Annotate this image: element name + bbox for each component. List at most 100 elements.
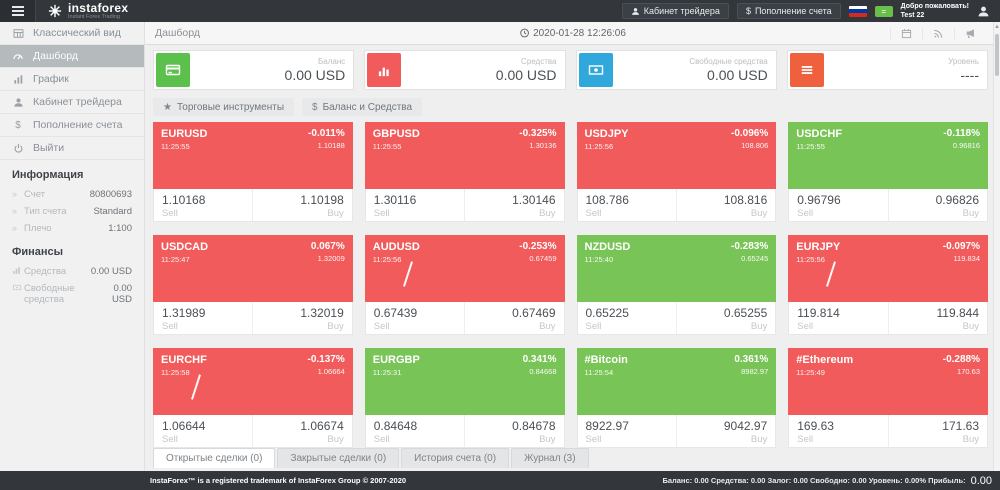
banknote-icon [12, 283, 24, 292]
main-content: Дашборд 2020-01-28 12:26:06 [145, 22, 1000, 471]
account-avatar-icon[interactable] [977, 5, 990, 18]
info-row-leverage: » Плечо 1:100 [12, 223, 132, 234]
buy-label: Buy [327, 434, 344, 445]
instrument-quote-time: 11:25:56 [584, 142, 614, 151]
buy-button[interactable]: 1.10198 Buy [252, 189, 351, 221]
instrument-tile-footer: 108.786 Sell 108.816 Buy [576, 189, 777, 222]
rss-icon[interactable] [922, 27, 954, 39]
instrument-quote-time: 11:25:31 [372, 368, 402, 377]
mini-chart-icon [12, 266, 24, 275]
tab-account-history[interactable]: История счета (0) [401, 448, 510, 468]
sell-button[interactable]: 1.30116 Sell [366, 189, 464, 221]
buy-button[interactable]: 1.30146 Buy [464, 189, 563, 221]
instrument-tile[interactable]: EURUSD 11:25:55 -0.011% 1.10188 1.10168 [153, 122, 353, 222]
instrument-tile-footer: 1.10168 Sell 1.10198 Buy [153, 189, 353, 222]
trader-cabinet-button[interactable]: Кабинет трейдера [621, 3, 729, 19]
instrument-tile[interactable]: USDJPY 11:25:56 -0.096% 108.806 108.786 [576, 122, 777, 222]
scrollbar-thumb[interactable] [995, 34, 999, 76]
instrument-last-price: 119.834 [953, 254, 980, 263]
sell-button[interactable]: 1.10168 Sell [154, 189, 252, 221]
instrument-tile[interactable]: AUDUSD 11:25:56 -0.253% 0.67459 0.67439 [364, 235, 565, 335]
instrument-tile[interactable]: EURJPY 11:25:56 -0.097% 119.834 119.814 [788, 235, 988, 335]
buy-button[interactable]: 0.84678 Buy [464, 415, 563, 447]
equity-card[interactable]: Средства 0.00 USD [364, 50, 566, 90]
instrument-last-price: 170.63 [957, 367, 980, 376]
tab-journal[interactable]: Журнал (3) [511, 448, 589, 468]
deals-tabs: Открытые сделки (0) Закрытые сделки (0) … [153, 448, 988, 468]
vertical-scrollbar[interactable]: ▲ [993, 22, 1000, 471]
toolbar: ★ Торговые инструменты $ Баланс и Средст… [153, 98, 988, 116]
free-margin-card[interactable]: Свободные средства 0.00 USD [575, 50, 777, 90]
instrument-last-price: 108.806 [741, 141, 769, 150]
instrument-tile[interactable]: #Bitcoin 11:25:54 0.361% 8982.97 8922.97 [576, 348, 777, 448]
banknote-icon [578, 53, 613, 87]
sidebar-item-logout[interactable]: Выйти [0, 137, 144, 160]
scroll-up-arrow-icon[interactable]: ▲ [994, 24, 1000, 30]
tab-closed-deals[interactable]: Закрытые сделки (0) [277, 448, 400, 468]
account-number: 80800693 [89, 189, 132, 200]
sidebar-item-dashboard[interactable]: Дашборд [0, 45, 144, 68]
instrument-tile[interactable]: EURCHF 11:25:58 -0.137% 1.06664 1.06644 [153, 348, 353, 448]
buy-button[interactable]: 0.65255 Buy [675, 302, 775, 334]
buy-button[interactable]: 1.32019 Buy [252, 302, 351, 334]
instrument-tile-footer: 119.814 Sell 119.844 Buy [788, 302, 988, 335]
sell-button[interactable]: 0.84648 Sell [366, 415, 464, 447]
buy-button[interactable]: 1.06674 Buy [252, 415, 351, 447]
instrument-tile[interactable]: NZDUSD 11:25:40 -0.283% 0.65245 0.65225 [576, 235, 777, 335]
instrument-tile[interactable]: #Ethereum 11:25:49 -0.288% 170.63 169.63 [788, 348, 988, 448]
info-section-header: Информация [12, 169, 84, 181]
hamburger-menu-icon[interactable] [0, 0, 36, 22]
instrument-quote-time: 11:25:56 [796, 255, 825, 264]
buy-button[interactable]: 171.63 Buy [887, 415, 987, 447]
buy-button[interactable]: 9042.97 Buy [675, 415, 775, 447]
sidebar-item-deposit[interactable]: $ Пополнение счета [0, 114, 144, 137]
tab-open-deals[interactable]: Открытые сделки (0) [153, 448, 276, 468]
sidebar: Классический вид Дашборд График Кабинет … [0, 22, 145, 471]
instrument-tile[interactable]: GBPUSD 11:25:55 -0.325% 1.30136 1.30116 [364, 122, 565, 222]
buy-label: Buy [750, 434, 768, 445]
sell-button[interactable]: 0.96796 Sell [789, 189, 887, 221]
sell-price: 0.84648 [373, 419, 418, 433]
instrument-change-percent: -0.137% [307, 354, 345, 365]
sell-button[interactable]: 8922.97 Sell [578, 415, 676, 447]
instrument-tile[interactable]: EURGBP 11:25:31 0.341% 0.84668 0.84648 [364, 348, 565, 448]
instrument-change-percent: 0.361% [734, 354, 769, 365]
level-card[interactable]: Уровень ---- [786, 50, 988, 90]
card-value: 0.00 USD [707, 67, 768, 83]
language-flag-russia[interactable] [848, 5, 867, 17]
sidebar-item-label: Кабинет трейдера [33, 96, 122, 108]
instrument-last-price: 0.96816 [952, 141, 980, 150]
deposit-button[interactable]: $ Пополнение счета [736, 3, 841, 19]
instrument-tile[interactable]: USDCHF 11:25:55 -0.118% 0.96816 0.96796 [788, 122, 988, 222]
megaphone-icon[interactable] [954, 27, 986, 39]
sidebar-item-classic-view[interactable]: Классический вид [0, 22, 144, 45]
instrument-tile[interactable]: USDCAD 11:25:47 0.067% 1.32009 1.31989 [153, 235, 353, 335]
trading-instruments-button[interactable]: ★ Торговые инструменты [153, 98, 294, 116]
sell-button[interactable]: 1.06644 Sell [154, 415, 252, 447]
sell-label: Sell [585, 434, 602, 445]
sell-button[interactable]: 108.786 Sell [578, 189, 676, 221]
payment-chip-icon[interactable]: = [874, 5, 893, 17]
sell-button[interactable]: 169.63 Sell [789, 415, 887, 447]
sell-button[interactable]: 119.814 Sell [789, 302, 887, 334]
instrument-tile-footer: 0.96796 Sell 0.96826 Buy [788, 189, 988, 222]
sell-price: 169.63 [797, 419, 834, 433]
buy-button[interactable]: 108.816 Buy [675, 189, 775, 221]
buy-button[interactable]: 119.844 Buy [887, 302, 987, 334]
sell-button[interactable]: 0.67439 Sell [366, 302, 464, 334]
sell-price: 0.65225 [585, 306, 629, 320]
content-header: Дашборд 2020-01-28 12:26:06 [145, 22, 1000, 45]
buy-button[interactable]: 0.67469 Buy [464, 302, 563, 334]
sidebar-item-trader-cabinet[interactable]: Кабинет трейдера [0, 91, 144, 114]
sell-label: Sell [373, 208, 390, 219]
instaforex-logo[interactable]: instaforex Instant Forex Trading [36, 2, 128, 21]
sell-button[interactable]: 1.31989 Sell [154, 302, 252, 334]
balance-funds-button[interactable]: $ Баланс и Средства [302, 98, 423, 116]
balance-card[interactable]: Баланс 0.00 USD [153, 50, 355, 90]
instrument-symbol: AUDUSD [372, 241, 420, 253]
buy-button[interactable]: 0.96826 Buy [887, 189, 987, 221]
sidebar-item-chart[interactable]: График [0, 68, 144, 91]
sell-button[interactable]: 0.65225 Sell [578, 302, 676, 334]
calendar-icon[interactable] [890, 27, 922, 39]
